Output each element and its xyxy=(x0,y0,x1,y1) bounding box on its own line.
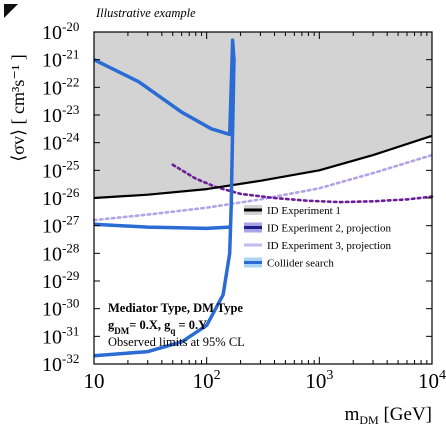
x-tick-label: 10 xyxy=(84,369,105,393)
y-tick-label: 10-20 xyxy=(42,19,79,44)
legend-label: ID Experiment 1 xyxy=(267,205,341,217)
series-line-id-experiment-3-projection xyxy=(92,153,434,222)
series-line-id-experiment-1 xyxy=(93,134,433,200)
y-tick-label: 10-25 xyxy=(42,157,79,182)
corner-triangle-icon xyxy=(4,4,18,18)
series-line-collider-lower-branch xyxy=(93,222,230,231)
x-axis-label: mDM [GeV] xyxy=(345,404,432,426)
y-tick-label: 10-31 xyxy=(42,323,79,348)
y-tick-label: 10-32 xyxy=(42,351,79,376)
legend-label: ID Experiment 2, projection xyxy=(267,223,392,235)
annotation-line: gDM= 0.X, gq = 0.Y xyxy=(108,318,207,336)
x-tick-label: 102 xyxy=(193,368,221,393)
y-tick-label: 10-21 xyxy=(42,47,79,72)
x-tick-label: 103 xyxy=(305,368,333,393)
excluded-region xyxy=(94,32,432,198)
annotation-line: Observed limits at 95% CL xyxy=(108,335,245,349)
y-tick-label: 10-30 xyxy=(42,296,79,321)
y-tick-label: 10-22 xyxy=(42,74,79,99)
series-line-id-experiment-2-projection xyxy=(171,163,434,204)
illustrative-tag: Illustrative example xyxy=(96,6,196,20)
legend-label: Collider search xyxy=(267,258,334,270)
y-axis-label: ⟨σv⟩ [ cm³s⁻¹ ] xyxy=(8,54,28,162)
annotation-line: Mediator Type, DM Type xyxy=(108,301,243,315)
y-tick-label: 10-29 xyxy=(42,268,79,293)
y-tick-label: 10-24 xyxy=(42,130,80,155)
legend-label: ID Experiment 3, projection xyxy=(267,240,392,252)
y-tick-label: 10-28 xyxy=(42,240,79,265)
x-tick-label: 104 xyxy=(418,368,446,393)
y-tick-label: 10-23 xyxy=(42,102,79,127)
y-tick-label: 10-27 xyxy=(42,213,80,238)
y-tick-label: 10-26 xyxy=(42,185,80,210)
series-line-collider-search xyxy=(93,38,236,358)
